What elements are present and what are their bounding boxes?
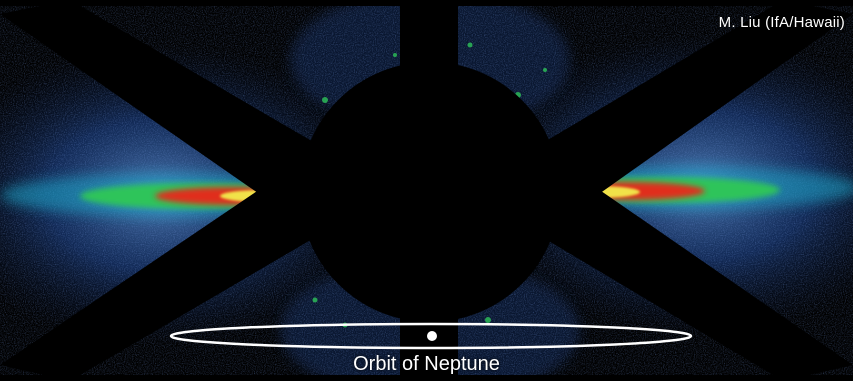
orbit-caption: Orbit of Neptune [353,353,500,375]
neptune-orbit-ellipse [169,322,693,350]
star-marker [427,331,437,341]
image-credit: M. Liu (IfA/Hawaii) [718,14,845,31]
occulting-disk [300,62,560,322]
